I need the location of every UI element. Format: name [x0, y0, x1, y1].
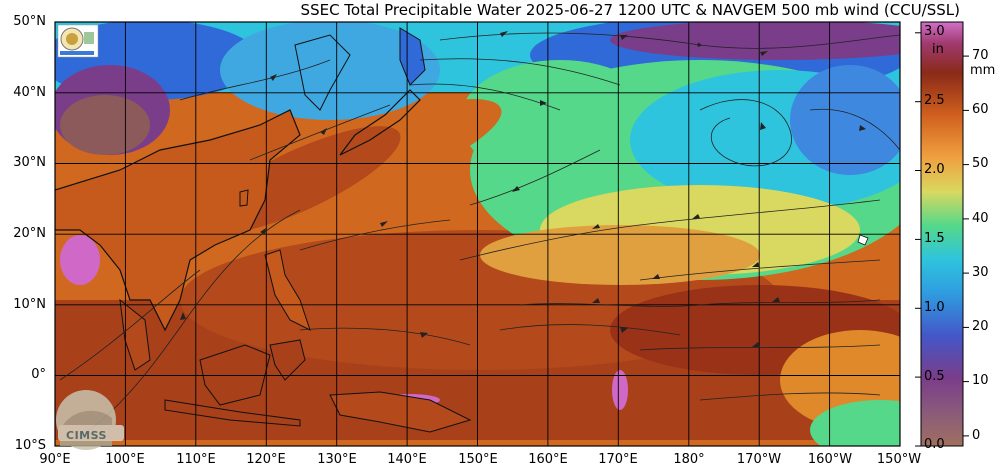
lat-label-40n: 40°N — [13, 85, 46, 100]
lon-label-160w: 160°W — [807, 452, 853, 467]
cb-mm-tick-40: 40 — [972, 211, 989, 226]
lon-label-170w: 170°W — [736, 452, 782, 467]
cb-inch-tick-3-0: 3.0 — [924, 24, 945, 39]
cimss-logo-text: CIMSS — [66, 429, 107, 442]
lat-label-0: 0° — [31, 367, 46, 382]
cb-mm-unit: mm — [970, 63, 996, 78]
lon-label-140e: 140°E — [387, 452, 427, 467]
cb-inch-tick-2-0: 2.0 — [924, 162, 945, 177]
cb-mm-tick-50: 50 — [972, 156, 989, 171]
lon-label-150e: 150°E — [458, 452, 498, 467]
cb-inch-tick-0-0: 0.0 — [924, 437, 945, 452]
lat-label-50n: 50°N — [13, 14, 46, 29]
lon-label-90e: 90°E — [39, 452, 71, 467]
lat-label-30n: 30°N — [13, 155, 46, 170]
lon-label-170e: 170°E — [598, 452, 638, 467]
map-frame — [54, 21, 901, 447]
cb-inch-unit: in — [932, 42, 944, 57]
cb-mm-tick-30: 30 — [972, 265, 989, 280]
lon-label-160e: 160°E — [528, 452, 568, 467]
ssec-seal-icon — [57, 24, 99, 58]
cb-inch-tick-1-5: 1.5 — [924, 231, 945, 246]
cb-inch-tick-2-5: 2.5 — [924, 93, 945, 108]
cimss-logo-icon — [56, 390, 124, 450]
lon-label-180: 180° — [673, 452, 705, 467]
lat-label-10n: 10°N — [13, 297, 46, 312]
colorbar — [920, 21, 964, 447]
lon-label-100e: 100°E — [105, 452, 145, 467]
lat-label-10s: 10°S — [14, 438, 46, 453]
cb-inch-tick-0-5: 0.5 — [924, 369, 945, 384]
lon-label-150w: 150°W — [876, 452, 922, 467]
cb-mm-tick-10: 10 — [972, 373, 989, 388]
colorbar-ticks — [915, 32, 969, 447]
map-title: SSEC Total Precipitable Water 2025-06-27… — [300, 1, 960, 19]
cb-mm-tick-0: 0 — [972, 428, 981, 443]
cb-inch-tick-1-0: 1.0 — [924, 300, 945, 315]
lon-label-110e: 110°E — [176, 452, 216, 467]
lon-label-120e: 120°E — [246, 452, 286, 467]
lat-label-20n: 20°N — [13, 226, 46, 241]
cb-mm-tick-60: 60 — [972, 102, 989, 117]
cb-mm-tick-20: 20 — [972, 319, 989, 334]
cb-mm-tick-70: 70 — [972, 48, 989, 63]
wind-arrows — [180, 31, 866, 347]
graticule — [55, 22, 900, 446]
wind-streamlines — [59, 32, 900, 431]
lon-label-130e: 130°E — [317, 452, 357, 467]
